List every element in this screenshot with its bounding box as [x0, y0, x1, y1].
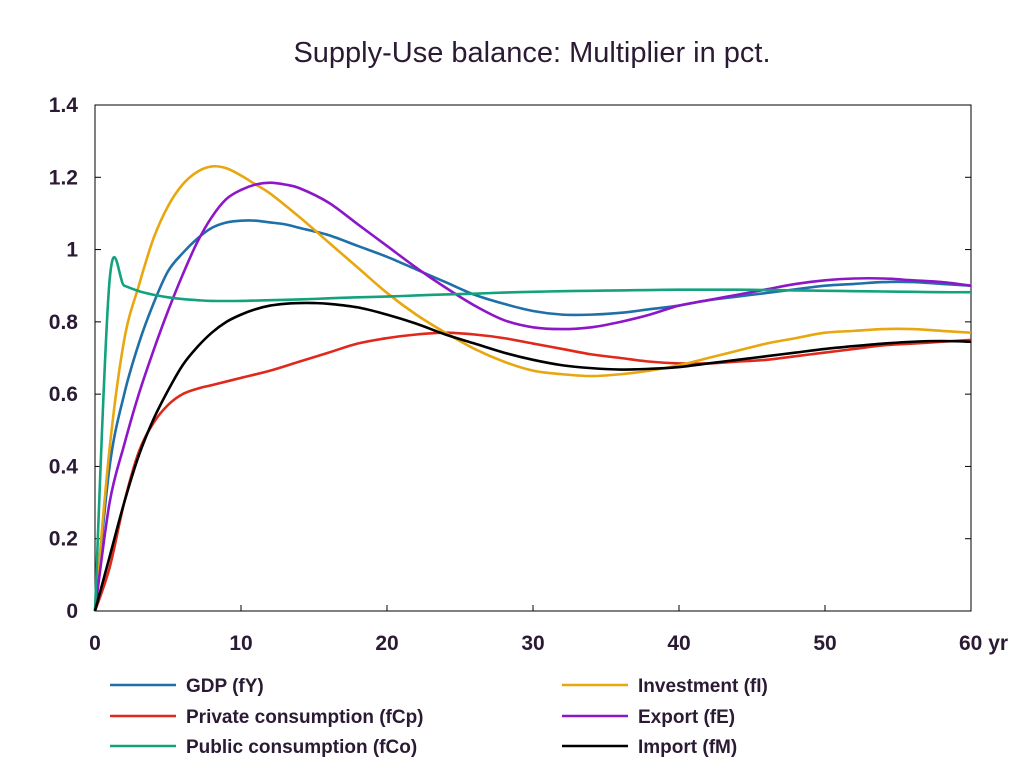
legend-label: Private consumption (fCp)	[186, 707, 424, 728]
legend-label: Export (fE)	[638, 707, 735, 728]
series-line-investment-fi	[93, 164, 972, 612]
legend-label: Investment (fI)	[638, 676, 768, 697]
legend-label: Import (fM)	[638, 737, 737, 758]
y-tick-label: 0.8	[49, 311, 79, 334]
y-tick-label: 1.4	[49, 94, 79, 117]
x-tick-label: 0	[89, 632, 101, 655]
x-tick-label: 10	[229, 632, 252, 655]
y-tick-label: 0.6	[49, 383, 78, 406]
y-tick-label: 1	[66, 239, 78, 262]
x-tick-label: 30	[521, 632, 544, 655]
x-tick-label: 60 yr	[959, 632, 1008, 655]
x-tick-label: 40	[667, 632, 690, 655]
series-line-import-fm	[93, 301, 972, 612]
x-tick-label: 50	[813, 632, 836, 655]
plot-frame	[94, 104, 972, 612]
series-line-public-consumption-fco	[93, 256, 972, 612]
series-line-private-consumption-fcp	[93, 331, 972, 612]
legend-label: GDP (fY)	[186, 676, 264, 697]
y-tick-label: 0.4	[49, 455, 79, 478]
legend-label: Public consumption (fCo)	[186, 737, 417, 758]
y-tick-label: 0.2	[49, 528, 78, 551]
legend: GDP (fY) Private consumption (fCp) Public …	[110, 676, 768, 758]
series-line-export-fe	[93, 181, 972, 612]
chart-title: Supply-Use balance: Multiplier in pct.	[293, 37, 770, 69]
y-tick-label: 0	[66, 600, 78, 623]
x-tick-label: 20	[375, 632, 398, 655]
plot-area: 0 0.2 0.4 0.6 0.8 1 1.2 1.4 0 10 20 30 40 50 60 yr	[49, 94, 1008, 655]
y-tick-label: 1.2	[49, 166, 78, 189]
